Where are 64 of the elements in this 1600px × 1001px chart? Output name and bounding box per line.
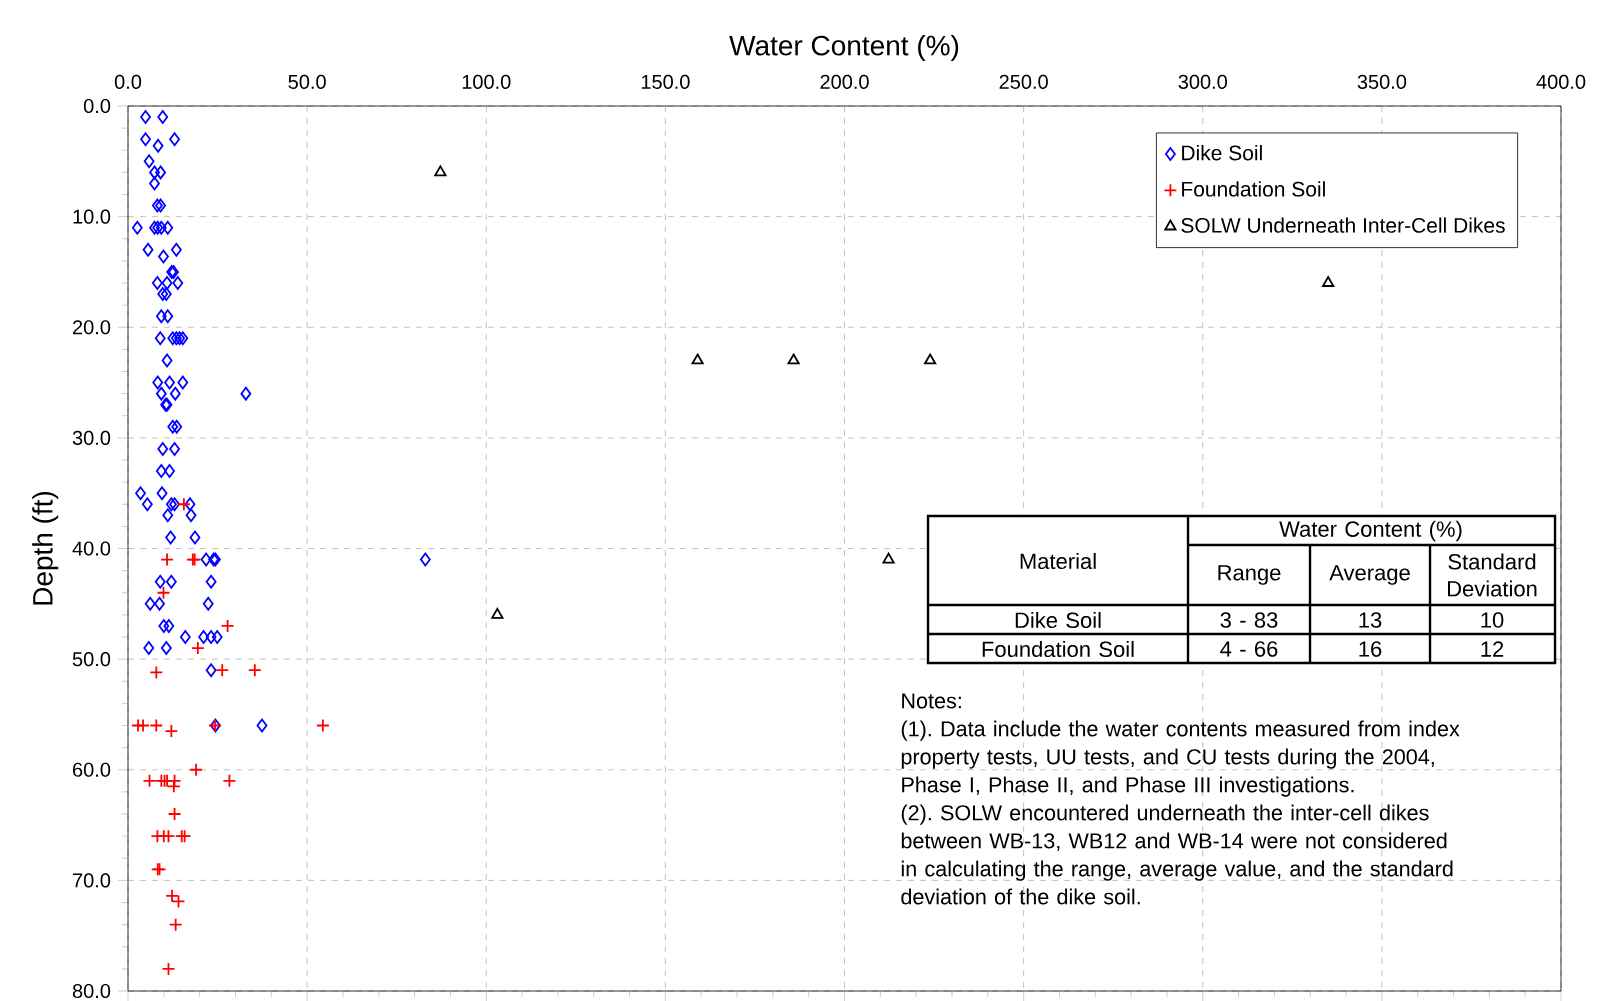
legend-label: Foundation Soil: [1182, 181, 1325, 197]
y-axis-title: Depth (ft): [32, 491, 59, 605]
point: [160, 552, 174, 567]
annotation: (2). SOLW encountered underneath the inter-cell dikes between WB-13, WB12 and WB-14 were not considered in calculating the range, average value, and the standard deviation of the dike soil.: [901, 804, 1453, 905]
point: [924, 353, 937, 365]
point: [220, 619, 235, 633]
x-tick-label: 0.0: [114, 74, 142, 89]
annotation: Range: [1218, 565, 1281, 585]
annotation: 12: [1481, 641, 1504, 657]
point: [164, 724, 179, 738]
legend-label: SOLW Underneath Inter-Cell Dikes: [1181, 217, 1505, 233]
point: [787, 353, 800, 365]
annotation: Foundation Soil: [982, 640, 1134, 658]
point: [142, 773, 157, 788]
y-tick-label: 40.0: [72, 541, 111, 556]
annotation: 3 - 83: [1220, 612, 1278, 628]
annotation: Standard Deviation: [1447, 553, 1537, 597]
annotation: Water Content (%): [1279, 520, 1462, 542]
point: [167, 807, 182, 821]
point: [215, 663, 230, 678]
point: [189, 762, 203, 777]
x-tick-label: 300.0: [1178, 74, 1228, 89]
x-axis-title: Water Content (%): [729, 34, 959, 62]
y-tick-label: 50.0: [72, 652, 111, 667]
point: [222, 773, 237, 788]
point: [149, 718, 164, 733]
annotation: 13: [1359, 612, 1382, 628]
y-tick-label: 30.0: [72, 430, 111, 445]
y-tick-label: 0.0: [83, 98, 111, 114]
annotation: 4 - 66: [1220, 641, 1278, 657]
y-tick-label: 20.0: [73, 320, 111, 335]
legend-label: Dike Soil: [1182, 144, 1262, 161]
point: [491, 607, 504, 619]
point: [168, 917, 183, 932]
point: [315, 718, 330, 733]
point: [882, 552, 895, 564]
annotation: Material: [1020, 552, 1096, 570]
point: [434, 165, 447, 177]
y-tick-label: 60.0: [73, 762, 111, 777]
point: [161, 829, 176, 844]
annotation: 10: [1481, 612, 1504, 628]
x-tick-label: 100.0: [462, 74, 511, 89]
point: [1322, 276, 1335, 287]
point: [149, 665, 164, 680]
point: [161, 961, 176, 976]
point: [136, 718, 150, 733]
x-tick-label: 150.0: [641, 74, 690, 89]
annotation: (1). Data include the water contents measured from index property tests, UU tests, and CU tests during the 2004, Phase I, Phase II, and Phase III investigations.: [901, 720, 1460, 797]
point: [691, 353, 704, 365]
annotation: 16: [1359, 641, 1382, 657]
annotation: Notes:: [902, 693, 961, 709]
x-tick-label: 50.0: [288, 74, 326, 89]
point: [190, 641, 205, 655]
y-tick-label: 80.0: [72, 983, 111, 999]
point: [247, 663, 262, 678]
point: [156, 585, 171, 600]
annotation: Average: [1329, 565, 1410, 585]
annotation: Dike Soil: [1015, 611, 1101, 629]
x-tick-label: 350.0: [1357, 74, 1407, 89]
x-tick-label: 200.0: [820, 74, 869, 89]
y-tick-label: 10.0: [73, 209, 111, 224]
y-tick-label: 70.0: [73, 873, 111, 888]
x-tick-label: 250.0: [999, 74, 1048, 89]
x-tick-label: 400.0: [1536, 74, 1586, 89]
